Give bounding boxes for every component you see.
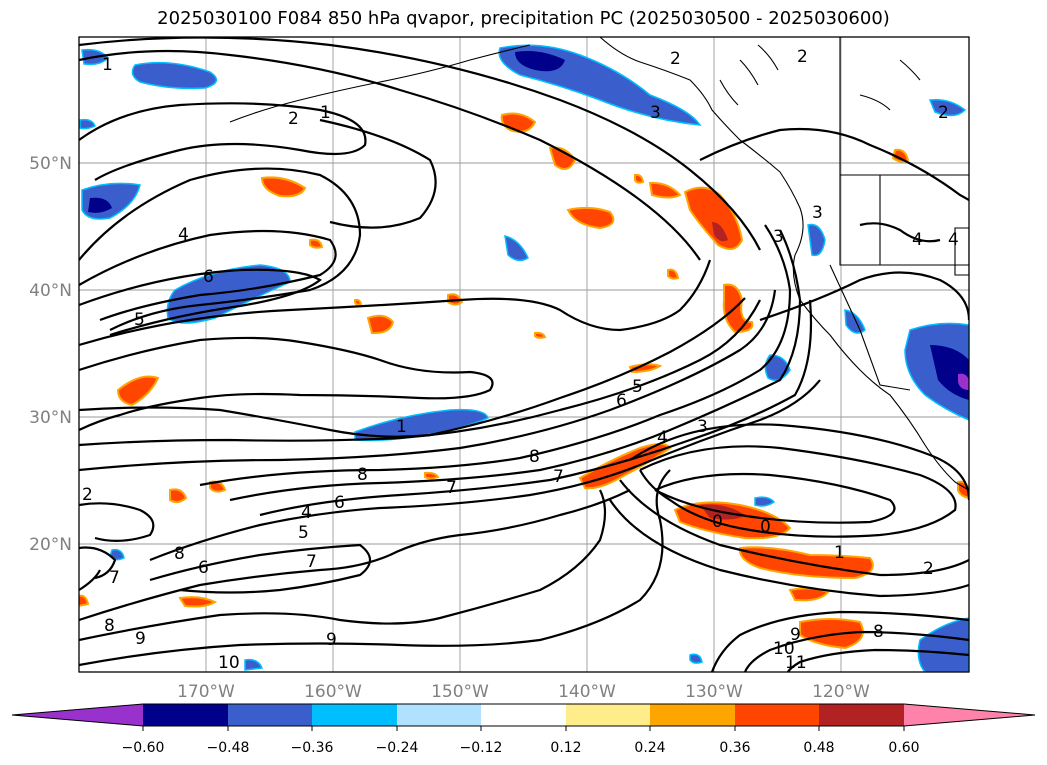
contour-label: 10 xyxy=(773,639,795,659)
contour-label: 0 xyxy=(760,517,771,537)
contour-label: 4 xyxy=(912,230,923,250)
colorbar-tick-labels: −0.60 −0.48 −0.36 −0.24 −0.12 0.12 0.24 … xyxy=(122,740,920,756)
contour-label: 8 xyxy=(357,465,368,485)
contour-label: 4 xyxy=(948,230,959,250)
colorbar-segment xyxy=(650,704,735,726)
contour-label: 9 xyxy=(135,629,146,649)
contour-label: 1 xyxy=(102,55,113,75)
latitude-labels: 50°N 40°N 30°N 20°N xyxy=(29,154,72,555)
colorbar-tick-label: −0.60 xyxy=(122,740,165,756)
map-title: 2025030100 F084 850 hPa qvapor, precipit… xyxy=(157,8,890,29)
contour-label: 2 xyxy=(670,49,681,69)
contour-label: 2 xyxy=(938,103,949,123)
colorbar-segment xyxy=(397,704,481,726)
contour-label: 6 xyxy=(198,558,209,578)
colorbar-tick-label: −0.12 xyxy=(460,740,503,756)
contour-label: 8 xyxy=(529,447,540,467)
contour-label: 5 xyxy=(632,377,643,397)
contour-label: 8 xyxy=(104,616,115,636)
contour-label: 3 xyxy=(650,103,661,123)
colorbar-tick-label: 0.12 xyxy=(550,740,581,756)
lon-label: 150°W xyxy=(431,682,489,702)
contour-label: 3 xyxy=(697,417,708,437)
colorbar-tick-label: 0.60 xyxy=(888,740,919,756)
colorbar-tick-label: 0.48 xyxy=(803,740,834,756)
lon-label: 170°W xyxy=(177,682,235,702)
colorbar-segment xyxy=(143,704,228,726)
contour-label: 6 xyxy=(203,267,214,287)
contour-label: 4 xyxy=(657,428,668,448)
colorbar-tick-label: 0.24 xyxy=(634,740,665,756)
contour-label: 2 xyxy=(797,47,808,67)
contour-label: 0 xyxy=(712,512,723,532)
lat-label: 50°N xyxy=(29,154,72,174)
coastlines xyxy=(229,37,969,491)
colorbar-segment xyxy=(819,704,904,726)
lat-label: 40°N xyxy=(29,281,72,301)
colorbar-extend-max xyxy=(904,704,1035,726)
contour-label: 6 xyxy=(616,391,627,411)
colorbar-tick-label: −0.36 xyxy=(291,740,334,756)
contour-label: 5 xyxy=(298,523,309,543)
lon-label: 160°W xyxy=(304,682,362,702)
colorbar-segment xyxy=(228,704,312,726)
contour-label: 2 xyxy=(82,485,93,505)
lat-label: 20°N xyxy=(29,535,72,555)
colorbar-extend-min xyxy=(12,704,143,726)
contour-label: 1 xyxy=(320,103,331,123)
contour-label: 1 xyxy=(396,417,407,437)
contour-label: 6 xyxy=(334,493,345,513)
longitude-labels: 170°W 160°W 150°W 140°W 130°W 120°W xyxy=(177,682,870,702)
contour-label: 9 xyxy=(326,630,337,650)
contour-label: 8 xyxy=(873,622,884,642)
lon-label: 130°W xyxy=(685,682,743,702)
contour-label: 8 xyxy=(174,544,185,564)
contour-label: 7 xyxy=(109,568,120,588)
colorbar xyxy=(11,703,1036,731)
colorbar-segment xyxy=(312,704,397,726)
contour-labels: 1 2 1 2 3 2 2 4 6 5 4 3 4 3 1 5 6 8 7 8 … xyxy=(82,47,959,673)
lon-label: 140°W xyxy=(558,682,616,702)
contour-label: 3 xyxy=(773,227,784,247)
colorbar-tick-label: 0.36 xyxy=(719,740,750,756)
contour-label: 2 xyxy=(923,559,934,579)
lat-label: 30°N xyxy=(29,408,72,428)
contour-label: 5 xyxy=(134,310,145,330)
contour-label: 7 xyxy=(553,467,564,487)
contour-label: 11 xyxy=(785,653,807,673)
contour-label: 2 xyxy=(288,109,299,129)
map-frame xyxy=(78,36,970,673)
precip-negative-patches xyxy=(79,44,969,672)
contour-label: 9 xyxy=(790,625,801,645)
contour-label: 3 xyxy=(812,203,823,223)
colorbar-segment xyxy=(735,704,819,726)
lon-label: 120°W xyxy=(812,682,870,702)
contour-label: 4 xyxy=(301,503,312,523)
colorbar-segment xyxy=(566,704,650,726)
qvapor-contours xyxy=(79,37,969,672)
contour-label: 10 xyxy=(218,653,240,673)
contour-label: 4 xyxy=(178,225,189,245)
contour-label: 1 xyxy=(834,543,845,563)
contour-label: 7 xyxy=(306,552,317,572)
contour-label: 7 xyxy=(446,478,457,498)
colorbar-tick-label: −0.24 xyxy=(376,740,419,756)
colorbar-tick-label: −0.48 xyxy=(207,740,250,756)
colorbar-segment xyxy=(481,704,566,726)
